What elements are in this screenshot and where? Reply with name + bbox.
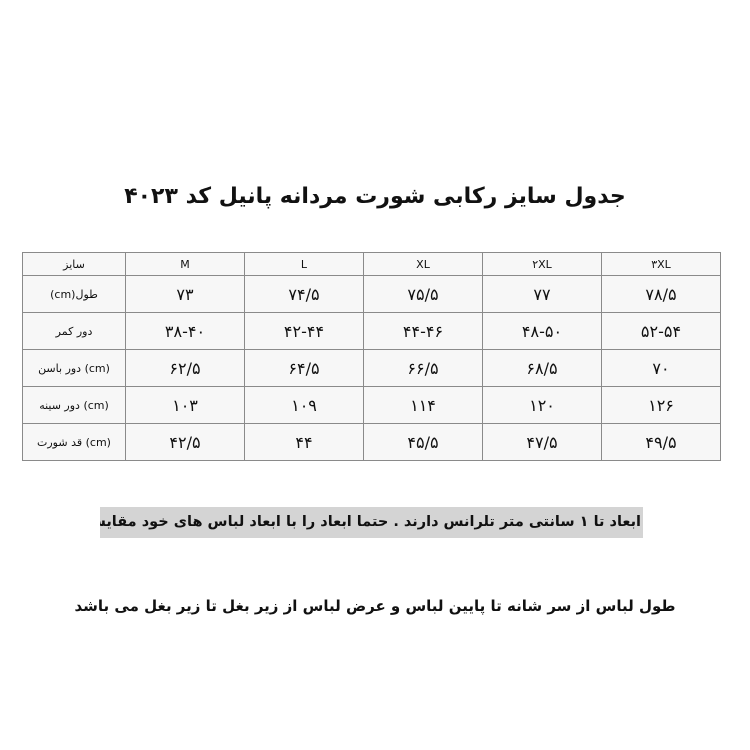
table-cell: ۴۲/۵ xyxy=(125,423,245,461)
tolerance-note: ابعاد تا ۱ سانتی متر تلرانس دارند . حتما… xyxy=(100,507,643,538)
size-header: M xyxy=(125,252,245,276)
table-cell: ۶۸/۵ xyxy=(482,349,602,387)
table-cell: ۴۵/۵ xyxy=(363,423,483,461)
page-title: جدول سایز رکابی شورت مردانه پانیل کد ۴۰۲… xyxy=(124,184,626,209)
table-cell: ۱۰۳ xyxy=(125,386,245,424)
table-row: (cm) دور سینه ۱۰۳ ۱۰۹ ۱۱۴ ۱۲۰ ۱۲۶ xyxy=(22,386,721,424)
table-cell: ۳۸-۴۰ xyxy=(125,312,245,350)
table-cell: ۷۸/۵ xyxy=(601,275,721,313)
measurement-note: طول لباس از سر شانه تا پایین لباس و عرض … xyxy=(74,597,676,615)
table-cell: ۱۰۹ xyxy=(244,386,364,424)
table-cell: ۷۴/۵ xyxy=(244,275,364,313)
table-cell: ۱۲۰ xyxy=(482,386,602,424)
table-cell: ۷۰ xyxy=(601,349,721,387)
table-cell: ۴۴-۴۶ xyxy=(363,312,483,350)
table-cell: ۴۹/۵ xyxy=(601,423,721,461)
table-cell: ۴۴ xyxy=(244,423,364,461)
table-cell: ۷۷ xyxy=(482,275,602,313)
size-header: XL xyxy=(363,252,483,276)
table-row: طول(cm) ۷۳ ۷۴/۵ ۷۵/۵ ۷۷ ۷۸/۵ xyxy=(22,275,721,313)
row-label: طول(cm) xyxy=(22,275,126,313)
table-cell: ۶۲/۵ xyxy=(125,349,245,387)
table-row: (cm) دور باسن ۶۲/۵ ۶۴/۵ ۶۶/۵ ۶۸/۵ ۷۰ xyxy=(22,349,721,387)
size-header: L xyxy=(244,252,364,276)
size-table: سایز M L XL ۲XL ۳XL طول(cm) ۷۳ ۷۴/۵ ۷۵/۵ ۷۷ ۷۸/۵ دور… xyxy=(22,252,721,461)
row-label: (cm) قد شورت xyxy=(22,423,126,461)
table-row: (cm) قد شورت ۴۲/۵ ۴۴ ۴۵/۵ ۴۷/۵ ۴۹/۵ xyxy=(22,423,721,461)
table-cell: ۶۴/۵ xyxy=(244,349,364,387)
table-cell: ۱۲۶ xyxy=(601,386,721,424)
size-header: ۳XL xyxy=(601,252,721,276)
table-header-row: سایز M L XL ۲XL ۳XL xyxy=(22,252,721,276)
size-label-header: سایز xyxy=(22,252,126,276)
table-cell: ۴۷/۵ xyxy=(482,423,602,461)
table-cell: ۴۸-۵۰ xyxy=(482,312,602,350)
row-label: (cm) دور سینه xyxy=(22,386,126,424)
table-cell: ۵۲-۵۴ xyxy=(601,312,721,350)
table-cell: ۷۵/۵ xyxy=(363,275,483,313)
row-label: (cm) دور باسن xyxy=(22,349,126,387)
table-row: دور کمر ۳۸-۴۰ ۴۲-۴۴ ۴۴-۴۶ ۴۸-۵۰ ۵۲-۵۴ xyxy=(22,312,721,350)
table-cell: ۱۱۴ xyxy=(363,386,483,424)
table-cell: ۴۲-۴۴ xyxy=(244,312,364,350)
size-header: ۲XL xyxy=(482,252,602,276)
table-cell: ۶۶/۵ xyxy=(363,349,483,387)
table-cell: ۷۳ xyxy=(125,275,245,313)
row-label: دور کمر xyxy=(22,312,126,350)
